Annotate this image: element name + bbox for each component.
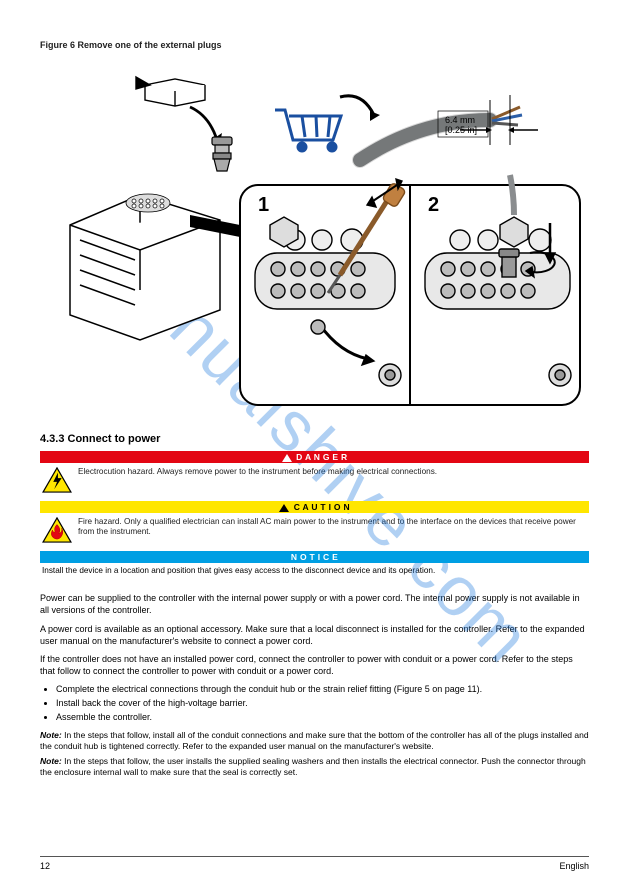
note-1-label: Note:: [40, 730, 62, 740]
danger-text: Electrocution hazard. Always remove powe…: [78, 467, 437, 477]
danger-header: D A N G E R: [40, 451, 589, 463]
cable-gland-icon: [212, 137, 232, 171]
caution-body: Fire hazard. Only a qualified electricia…: [40, 513, 589, 551]
fire-icon: [42, 517, 72, 543]
controller-iso-icon: [70, 194, 220, 340]
page-footer: 12 English: [40, 856, 589, 871]
list-item: Assemble the controller.: [56, 711, 589, 723]
note-2-text: In the steps that follow, the user insta…: [40, 756, 586, 777]
note-2-label: Note:: [40, 756, 62, 766]
body-p2: A power cord is available as an optional…: [40, 623, 589, 647]
body-list: Complete the electrical connections thro…: [40, 683, 589, 723]
danger-body: Electrocution hazard. Always remove powe…: [40, 463, 589, 501]
footer-lang: English: [559, 861, 589, 871]
box-icon: [136, 77, 205, 106]
caution-text: Fire hazard. Only a qualified electricia…: [78, 517, 587, 538]
callout-dim-line1: 6.4 mm: [445, 115, 475, 125]
notice-text: Install the device in a location and pos…: [40, 563, 589, 586]
danger-label: D A N G E R: [296, 452, 347, 462]
caution-header: C A U T I O N: [40, 501, 589, 513]
notice-header: N O T I C E: [40, 551, 589, 563]
list-item: Complete the electrical connections thro…: [56, 683, 589, 695]
figure-caption-row: Figure 6 Remove one of the external plug…: [40, 40, 589, 50]
page-number: 12: [40, 861, 50, 871]
note-2: Note: In the steps that follow, the user…: [40, 756, 589, 778]
panel-number-2: 2: [428, 194, 439, 216]
instruction-diagram: 6.4 mm [0.25 in] 1: [40, 75, 589, 415]
arrow-cart-to-cable: [340, 96, 374, 115]
callout-dim-line2: [0.25 in]: [445, 125, 477, 135]
figure-caption: Figure 6 Remove one of the external plug…: [40, 40, 222, 50]
cart-icon: [275, 110, 341, 151]
warning-triangle-icon: [282, 454, 292, 462]
electrocution-icon: [42, 467, 72, 493]
body-p3: If the controller does not have an insta…: [40, 653, 589, 677]
list-item: Install back the cover of the high-volta…: [56, 697, 589, 709]
note-1-text: In the steps that follow, install all of…: [40, 730, 589, 751]
panel-number-1: 1: [258, 194, 269, 216]
warning-triangle-icon: [279, 504, 289, 512]
notice-label: N O T I C E: [291, 552, 338, 562]
diagram-area: 6.4 mm [0.25 in] 1: [40, 75, 589, 415]
caution-label: C A U T I O N: [294, 502, 350, 512]
note-1: Note: In the steps that follow, install …: [40, 730, 589, 752]
body-p1: Power can be supplied to the controller …: [40, 592, 589, 616]
arrow-box-to-gland: [190, 107, 216, 137]
section-heading: 4.3.3 Connect to power: [40, 433, 589, 445]
arrow-head-2: [370, 111, 380, 121]
